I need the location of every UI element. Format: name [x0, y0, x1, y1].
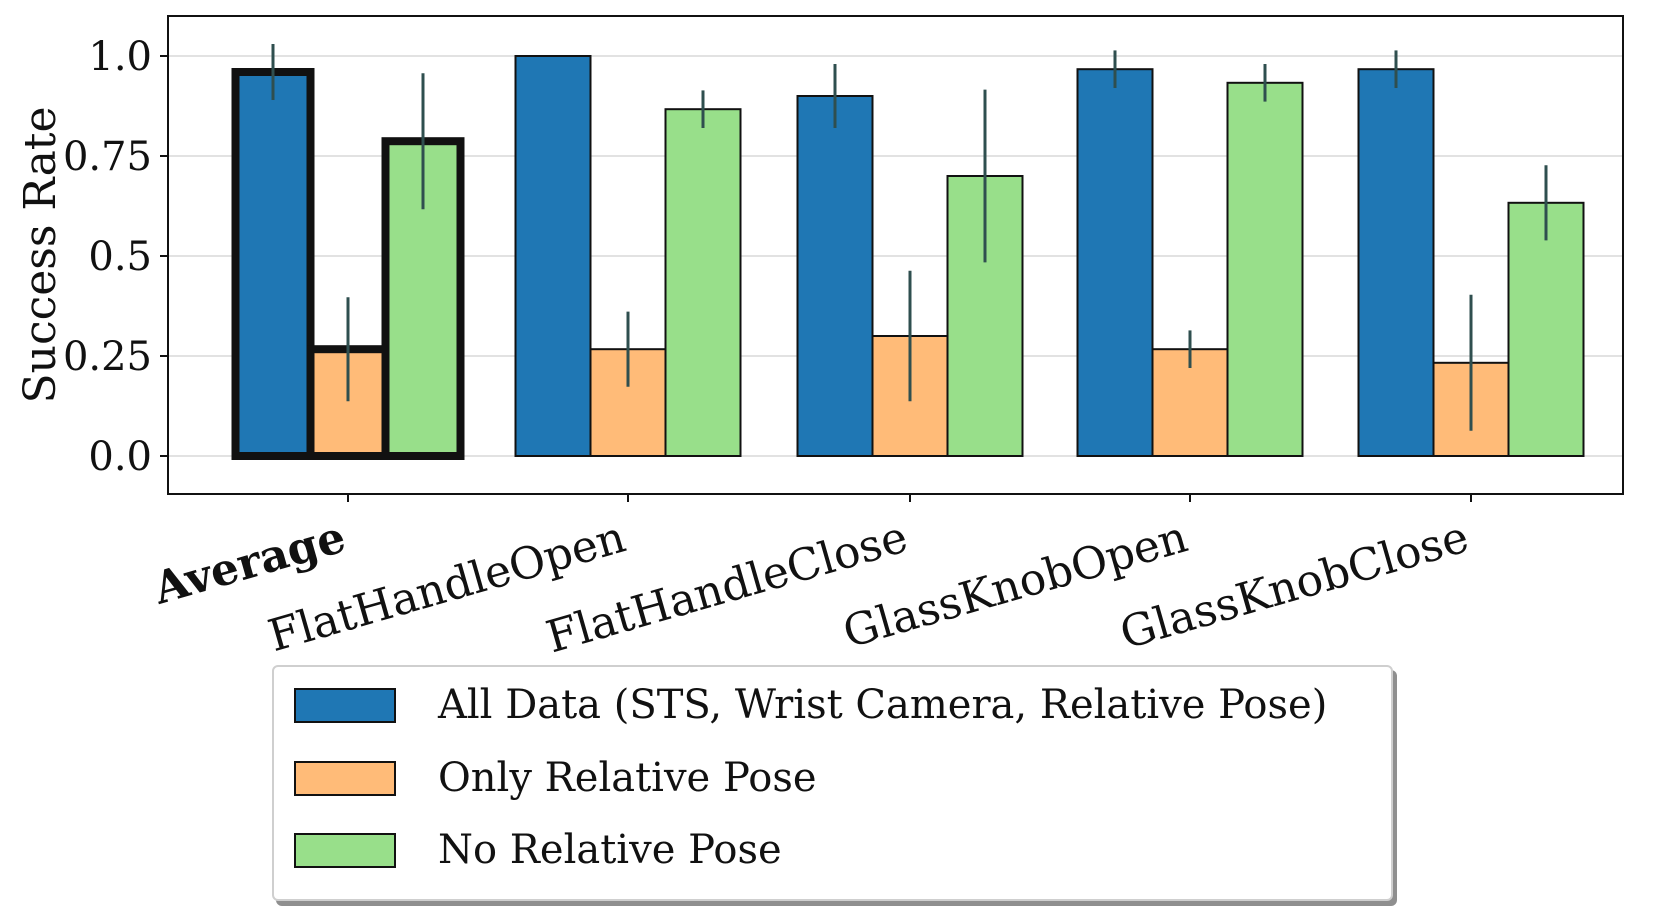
error-bars	[271, 44, 1548, 431]
bar	[514, 55, 592, 457]
bar	[1226, 81, 1304, 458]
y-tick-label: 0.0	[88, 434, 152, 480]
legend-label-no-relative-pose: No Relative Pose	[438, 827, 782, 873]
bar	[1357, 68, 1435, 457]
bar	[796, 95, 874, 457]
y-tick-label: 1.0	[88, 34, 152, 80]
legend-item-only-relative-pose: Only Relative Pose	[294, 755, 817, 801]
y-axis-ticks: 0.0 0.25 0.5 0.75 1.0	[63, 34, 168, 480]
x-axis-ticks: AverageFlatHandleOpenFlatHandleCloseGlas…	[147, 494, 1474, 663]
legend: All Data (STS, Wrist Camera, Relative Po…	[272, 665, 1393, 901]
bar	[664, 108, 742, 457]
legend-swatch-all-data	[294, 687, 396, 723]
y-axis-label: Success Rate	[15, 106, 66, 403]
legend-swatch-no-relative-pose	[294, 832, 396, 868]
bars	[231, 55, 1585, 461]
legend-item-no-relative-pose: No Relative Pose	[294, 827, 782, 873]
y-tick-label: 0.25	[63, 334, 152, 380]
legend-swatch-only-relative-pose	[294, 760, 396, 796]
bar	[1507, 201, 1585, 457]
y-tick-label: 0.75	[63, 134, 152, 180]
legend-item-all-data: All Data (STS, Wrist Camera, Relative Po…	[294, 682, 1327, 728]
bar	[231, 68, 315, 460]
legend-label-only-relative-pose: Only Relative Pose	[438, 755, 817, 801]
bar	[1076, 68, 1154, 457]
y-tick-label: 0.5	[88, 234, 152, 280]
legend-label-all-data: All Data (STS, Wrist Camera, Relative Po…	[438, 682, 1328, 728]
